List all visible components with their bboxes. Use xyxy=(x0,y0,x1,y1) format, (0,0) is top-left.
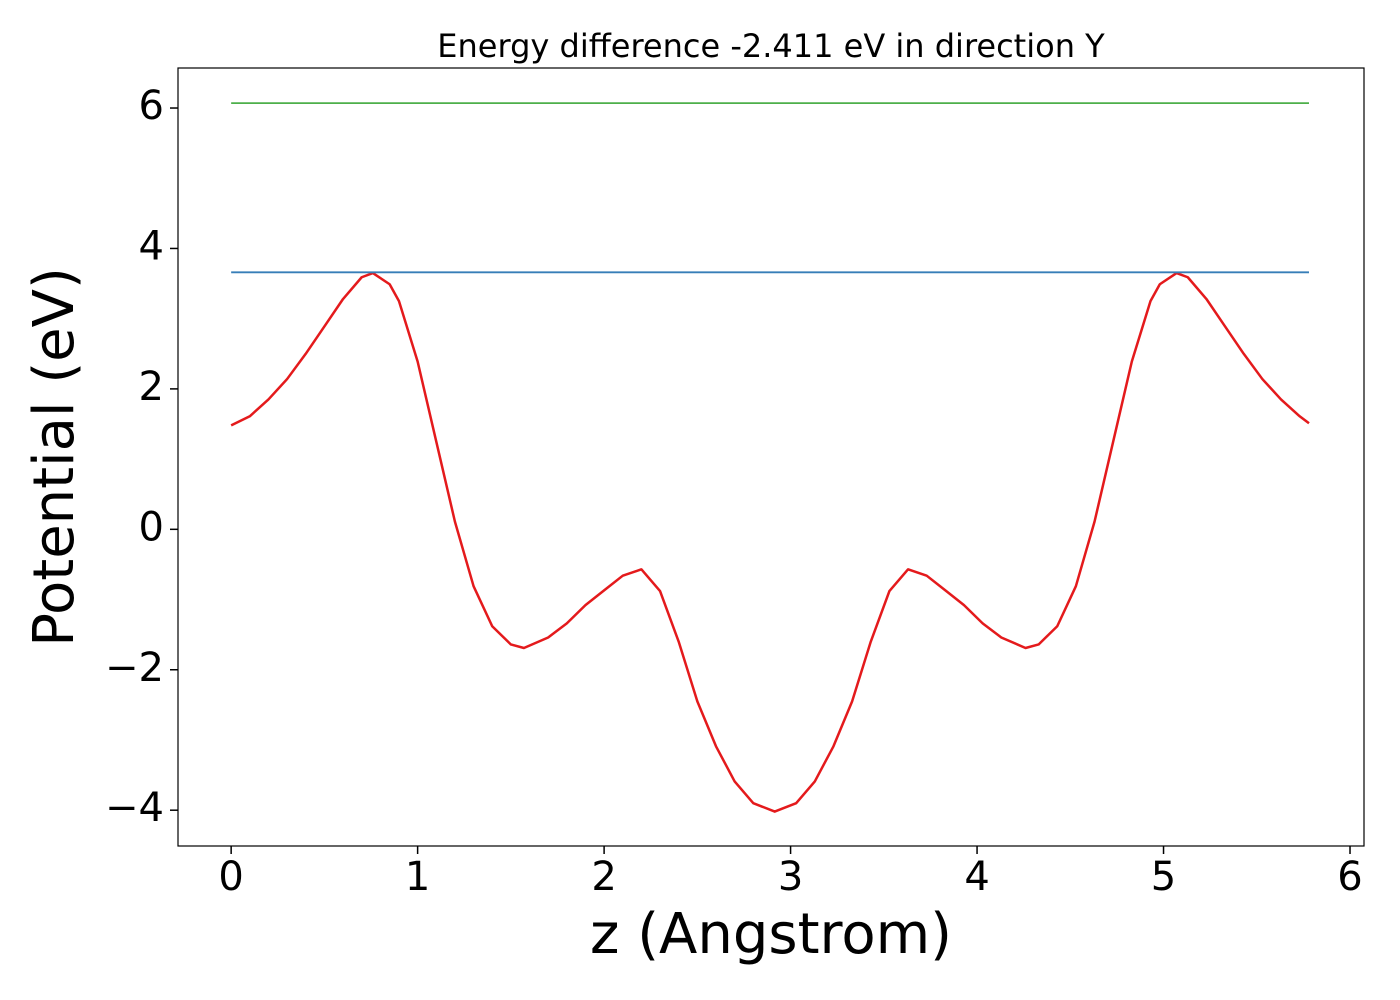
x-tick-label: 0 xyxy=(218,854,243,900)
series-line xyxy=(230,271,1310,813)
x-tick-label: 5 xyxy=(1151,854,1176,900)
y-tick-label: 6 xyxy=(139,83,164,129)
x-tick-label: 2 xyxy=(591,854,616,900)
plot-frame xyxy=(177,67,1365,847)
x-tick-label: 3 xyxy=(778,854,803,900)
y-tick-label: −4 xyxy=(105,785,164,831)
x-tick-label: 1 xyxy=(405,854,430,900)
y-tick-label: 0 xyxy=(139,504,164,550)
y-axis-label: Potential (eV) xyxy=(22,267,87,647)
y-tick-label: 4 xyxy=(139,223,164,269)
x-tick-label: 6 xyxy=(1337,854,1362,900)
y-tick-label: 2 xyxy=(139,364,164,410)
x-axis-label: z (Angstrom) xyxy=(590,902,952,967)
x-tick-label: 4 xyxy=(964,854,989,900)
chart-title: Energy difference -2.411 eV in direction… xyxy=(437,27,1105,65)
y-tick-label: −2 xyxy=(105,645,164,691)
